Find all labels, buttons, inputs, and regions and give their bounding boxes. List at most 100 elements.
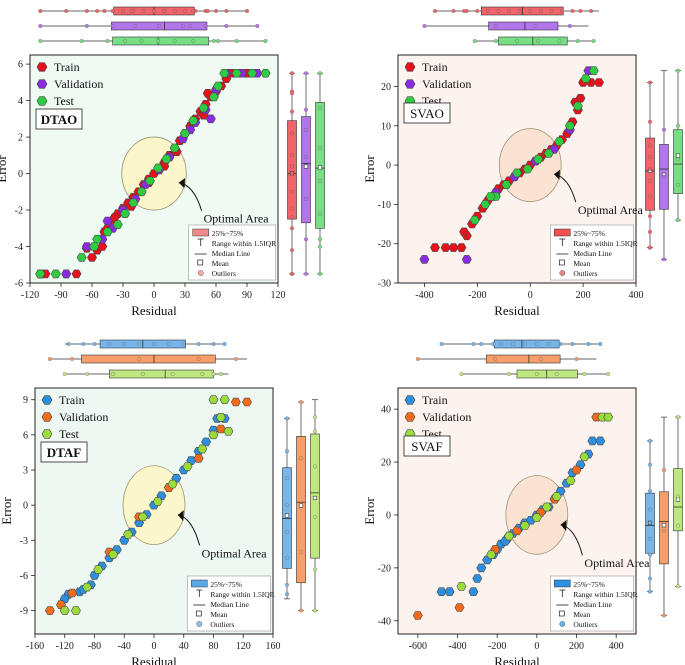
data-point-test [572, 101, 583, 111]
data-point-test [213, 81, 224, 91]
boxplot-outlier [648, 143, 652, 148]
stats-legend-iqr: 25%~75% [212, 229, 244, 238]
optimal-area-label: Optimal Area [578, 203, 644, 217]
data-point-test [480, 200, 491, 209]
y-tick-label: 9 [23, 395, 28, 406]
boxplot-outlier [648, 552, 652, 557]
stats-legend-iqr: 25%~75% [210, 580, 242, 589]
top-boxplot-outlier [471, 342, 476, 346]
boxplot-outlier [313, 514, 317, 519]
y-tick-label: 20 [381, 82, 391, 93]
legend-marker-train [404, 395, 416, 405]
x-tick-label: 60 [211, 290, 221, 301]
boxplot-outlier [304, 237, 308, 242]
y-axis-label: Error [0, 155, 9, 183]
boxplot-outlier [648, 589, 652, 594]
data-point-test [208, 395, 219, 405]
y-tick-label: 40 [381, 405, 391, 416]
data-point-train [71, 269, 82, 279]
top-boxplot-outlier [534, 342, 539, 346]
data-point-test [208, 430, 219, 440]
boxplot-outlier [318, 71, 322, 76]
y-tick-label: 6 [18, 60, 23, 71]
data-point-test [519, 521, 530, 530]
data-point-test [50, 269, 61, 279]
data-point-validation [412, 611, 423, 620]
panel-label: SVAF [411, 439, 443, 454]
x-tick-label: 0 [528, 290, 533, 301]
top-boxplot-outlier [102, 9, 107, 13]
boxplot-outlier [318, 178, 322, 183]
x-tick-label: 120 [236, 641, 251, 652]
data-point-test [89, 242, 100, 251]
data-point-test [247, 69, 258, 78]
top-boxplot-outlier [515, 39, 519, 43]
boxplot-outlier [648, 155, 652, 160]
x-tick-label: 40 [179, 641, 189, 652]
top-boxplot-box-validation [485, 354, 561, 364]
boxplot-outlier [285, 416, 289, 421]
boxplot-outlier [676, 415, 680, 420]
x-tick-label: -90 [54, 290, 67, 301]
top-boxplot-outlier [110, 9, 115, 13]
top-boxplot-outlier [534, 372, 539, 376]
top-boxplot-outlier [422, 24, 427, 28]
boxplot-outlier [290, 206, 294, 211]
data-point-validation [419, 255, 430, 264]
x-axis-label: Residual [494, 654, 540, 665]
boxplot-outlier [290, 153, 294, 158]
data-point-test [208, 92, 219, 102]
boxplot-outlier [662, 174, 666, 179]
legend-label-validation: Validation [422, 410, 471, 424]
boxplot-outlier [648, 80, 652, 85]
data-point-test [102, 227, 113, 237]
stats-legend-mean-icon [558, 259, 565, 266]
top-boxplot-outlier [538, 357, 543, 361]
panel-label-box [403, 435, 451, 457]
boxplot-outlier [676, 494, 680, 499]
data-point-test [120, 209, 131, 218]
x-tick-label: 80 [209, 641, 219, 652]
top-boxplot-box-test [112, 36, 210, 46]
data-point-test [533, 154, 544, 164]
top-boxplot-outlier [578, 9, 583, 13]
top-boxplot-outlier [517, 9, 522, 13]
top-boxplot-outlier [528, 9, 533, 13]
data-point-train [87, 253, 97, 262]
x-tick-label: 200 [576, 290, 591, 301]
boxplot-outlier [648, 245, 652, 250]
data-point-test [198, 103, 209, 113]
top-boxplot-outlier [180, 24, 185, 28]
top-boxplot-outlier [233, 357, 238, 361]
optimal-area-label: Optimal Area [202, 546, 268, 560]
top-boxplot-outlier [211, 372, 216, 376]
top-boxplot-outlier [586, 342, 591, 346]
data-point-test [456, 582, 467, 591]
data-point-test [603, 412, 614, 422]
data-point-validation [454, 603, 465, 612]
boxplot-outlier [313, 415, 317, 420]
data-point-validation [242, 397, 252, 407]
top-boxplot-outlier [196, 342, 201, 346]
data-point-train [201, 437, 212, 447]
stats-legend-mean: Mean [573, 610, 590, 619]
top-boxplot-outlier [47, 357, 52, 361]
top-boxplot-outlier [496, 9, 501, 13]
y-tick-label: 6 [23, 430, 28, 441]
data-point-test [197, 444, 208, 454]
data-point-validation [205, 114, 216, 124]
top-boxplot-outlier [591, 39, 596, 43]
x-tick-label: 0 [152, 641, 157, 652]
data-point-test [215, 412, 226, 422]
optimal-area-arrowhead [178, 178, 185, 189]
optimal-area-arrowhead [554, 169, 560, 180]
top-boxplot-outlier [475, 9, 480, 13]
stats-legend-outliers: Outliers [212, 269, 236, 278]
x-tick-label: -120 [21, 290, 39, 301]
legend-label-train: Train [422, 60, 448, 74]
data-point-test [188, 116, 199, 125]
data-point-train [468, 587, 479, 597]
x-tick-label: -600 [409, 641, 427, 652]
boxplot-box-validation [301, 116, 311, 224]
